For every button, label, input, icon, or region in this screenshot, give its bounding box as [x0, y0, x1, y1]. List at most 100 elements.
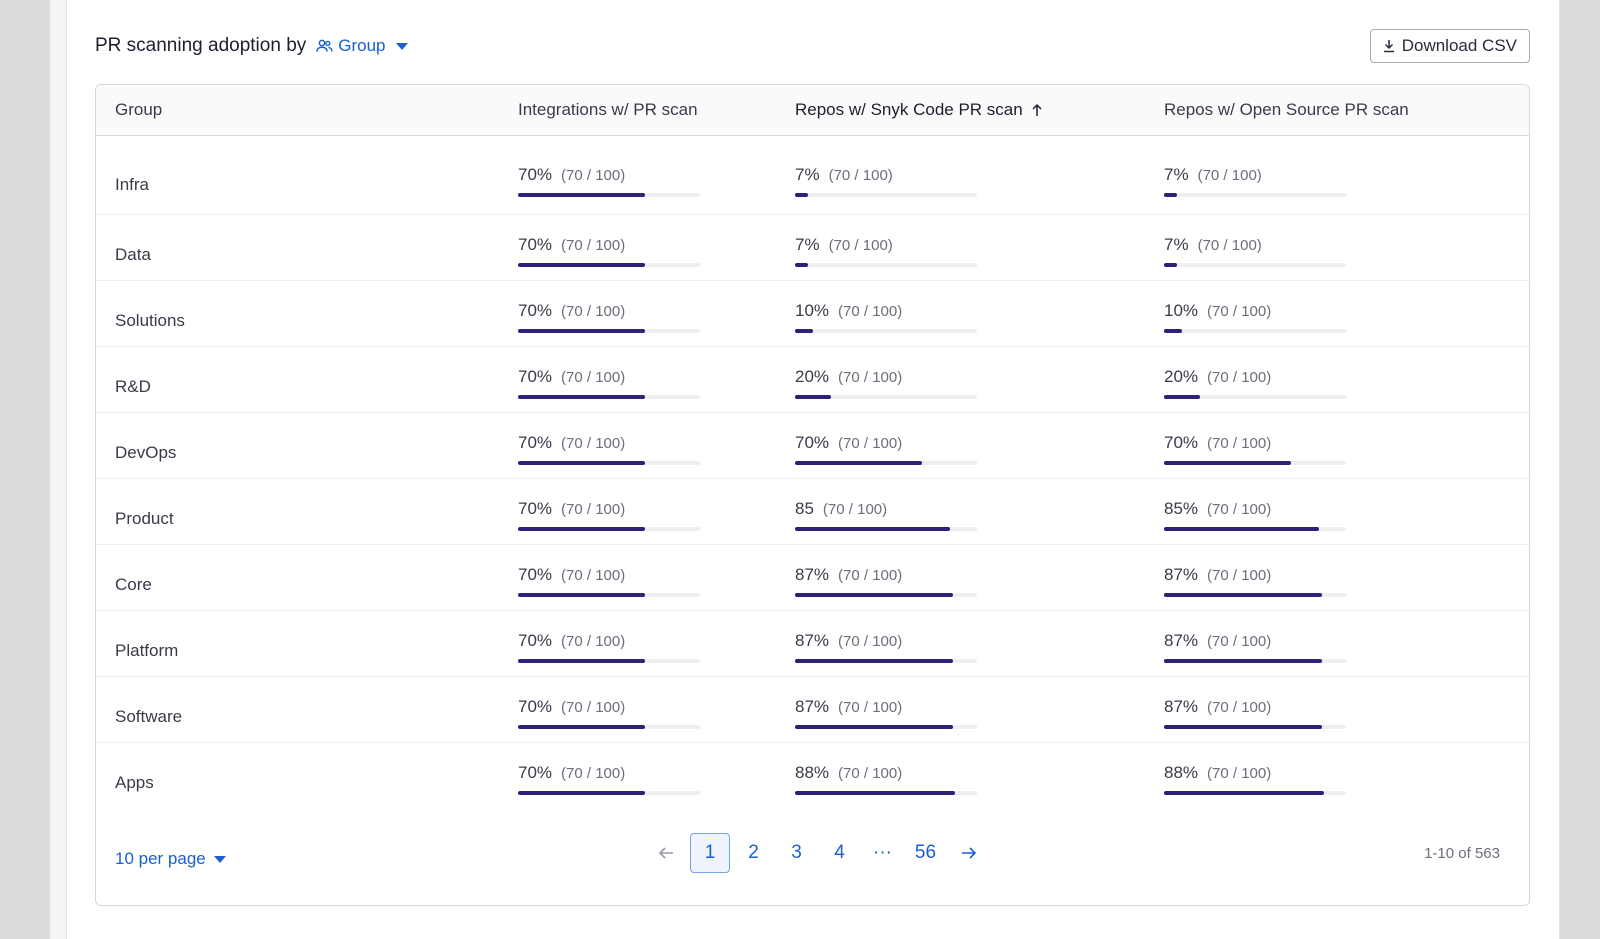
- progress-bar-fill: [1164, 395, 1201, 399]
- next-page-button[interactable]: [947, 846, 991, 860]
- progress-bar-fill: [1164, 791, 1325, 795]
- column-header-integrations[interactable]: Integrations w/ PR scan: [518, 100, 698, 120]
- table-row: Solutions 70% (70 / 100) 10% (70 / 100) 10% (7…: [96, 281, 1529, 347]
- metric-open-source: 85% (70 / 100): [1164, 499, 1346, 531]
- progress-bar-fill: [518, 329, 646, 333]
- caret-down-icon: [213, 855, 226, 863]
- progress-bar-fill: [795, 263, 808, 267]
- metric-open-source: 10% (70 / 100): [1164, 301, 1346, 333]
- metric-percent: 20%: [1164, 367, 1199, 386]
- metric-text: 10% (70 / 100): [795, 301, 977, 321]
- table-row: Platform 70% (70 / 100) 87% (70 / 100) 87% (70…: [96, 611, 1529, 677]
- progress-bar-fill: [1164, 725, 1323, 729]
- caret-down-icon: [395, 42, 408, 50]
- progress-bar-track: [795, 593, 977, 597]
- progress-bar-track: [1164, 527, 1346, 531]
- metric-text: 70% (70 / 100): [518, 499, 700, 519]
- progress-bar-track: [1164, 193, 1346, 197]
- metric-ratio: (70 / 100): [561, 237, 626, 254]
- metric-integrations: 70% (70 / 100): [518, 301, 700, 333]
- metric-snyk-code: 87% (70 / 100): [795, 697, 977, 729]
- metric-snyk-code: 70% (70 / 100): [795, 433, 977, 465]
- progress-bar-track: [518, 395, 700, 399]
- adoption-table: Group Integrations w/ PR scan Repos w/ S…: [95, 84, 1530, 906]
- arrow-left-icon: [658, 847, 673, 859]
- metric-percent: 87%: [1164, 631, 1199, 650]
- metric-ratio: (70 / 100): [822, 501, 888, 518]
- progress-bar-track: [1164, 263, 1346, 267]
- metric-text: 7% (70 / 100): [795, 165, 977, 185]
- page-4-button[interactable]: 4: [834, 842, 845, 863]
- metric-text: 20% (70 / 100): [1164, 367, 1346, 387]
- metric-ratio: (70 / 100): [838, 633, 903, 650]
- metric-percent: 7%: [795, 165, 820, 184]
- results-range: 1-10 of 563: [1424, 845, 1500, 862]
- metric-ratio: (70 / 100): [561, 167, 626, 184]
- progress-bar-fill: [1164, 461, 1292, 465]
- metric-text: 88% (70 / 100): [1164, 763, 1346, 783]
- section-title: PR scanning adoption by: [95, 35, 307, 56]
- progress-bar-track: [518, 193, 700, 197]
- progress-bar-fill: [795, 593, 954, 597]
- metric-ratio: (70 / 100): [561, 303, 626, 320]
- metric-text: 20% (70 / 100): [795, 367, 977, 387]
- table-footer: 10 per page 1 2 3 4 ··· 56 1-10 of 563: [96, 833, 1529, 889]
- metric-integrations: 70% (70 / 100): [518, 499, 700, 531]
- progress-bar-fill: [1164, 193, 1177, 197]
- progress-bar-track: [1164, 329, 1346, 333]
- metric-percent: 70%: [518, 565, 553, 584]
- metric-ratio: (70 / 100): [828, 237, 893, 254]
- download-csv-button[interactable]: Download CSV: [1369, 29, 1530, 63]
- progress-bar-track: [795, 725, 977, 729]
- metric-text: 70% (70 / 100): [518, 367, 700, 387]
- metric-integrations: 70% (70 / 100): [518, 631, 700, 663]
- row-group-name: Platform: [115, 641, 179, 660]
- metric-percent: 70%: [518, 165, 553, 184]
- group-by-label: Group: [338, 36, 386, 55]
- users-icon: [316, 39, 333, 52]
- progress-bar-track: [1164, 461, 1346, 465]
- metric-ratio: (70 / 100): [838, 699, 903, 716]
- per-page-label: 10 per page: [115, 849, 206, 868]
- metric-percent: 87%: [1164, 565, 1199, 584]
- metric-percent: 70%: [518, 697, 553, 716]
- progress-bar-fill: [518, 659, 646, 663]
- metric-text: 70% (70 / 100): [518, 165, 700, 185]
- metric-integrations: 70% (70 / 100): [518, 235, 700, 267]
- progress-bar-track: [795, 395, 977, 399]
- metric-ratio: (70 / 100): [561, 501, 626, 518]
- metric-text: 70% (70 / 100): [518, 301, 700, 321]
- pagination-ellipsis: ···: [873, 842, 892, 863]
- per-page-dropdown[interactable]: 10 per page: [115, 849, 226, 869]
- metric-percent: 70%: [1164, 433, 1199, 452]
- progress-bar-fill: [518, 461, 646, 465]
- page-3-button[interactable]: 3: [791, 842, 802, 863]
- metric-percent: 70%: [518, 367, 553, 386]
- metric-percent: 87%: [795, 697, 830, 716]
- metric-text: 70% (70 / 100): [795, 433, 977, 453]
- page-2-button[interactable]: 2: [748, 842, 759, 863]
- arrow-up-icon: [1032, 103, 1042, 116]
- metric-percent: 10%: [1164, 301, 1199, 320]
- metric-ratio: (70 / 100): [838, 567, 903, 584]
- metric-percent: 70%: [795, 433, 830, 452]
- prev-page-button[interactable]: [644, 846, 688, 860]
- metric-ratio: (70 / 100): [1207, 567, 1272, 584]
- progress-bar-fill: [795, 193, 808, 197]
- metric-snyk-code: 10% (70 / 100): [795, 301, 977, 333]
- group-by-dropdown[interactable]: Group: [316, 36, 408, 56]
- page-56-button[interactable]: 56: [914, 842, 937, 863]
- metric-snyk-code: 87% (70 / 100): [795, 631, 977, 663]
- column-header-group[interactable]: Group: [115, 100, 162, 120]
- progress-bar-track: [795, 791, 977, 795]
- metric-snyk-code: 20% (70 / 100): [795, 367, 977, 399]
- column-header-integrations-label: Integrations w/ PR scan: [518, 100, 698, 119]
- column-header-snyk-code[interactable]: Repos w/ Snyk Code PR scan: [795, 100, 1043, 120]
- metric-text: 7% (70 / 100): [1164, 165, 1346, 185]
- page-1-button[interactable]: 1: [690, 833, 730, 873]
- progress-bar-fill: [1164, 263, 1177, 267]
- metric-integrations: 70% (70 / 100): [518, 697, 700, 729]
- column-header-open-source[interactable]: Repos w/ Open Source PR scan: [1164, 100, 1409, 120]
- metric-open-source: 7% (70 / 100): [1164, 165, 1346, 197]
- metric-ratio: (70 / 100): [838, 435, 903, 452]
